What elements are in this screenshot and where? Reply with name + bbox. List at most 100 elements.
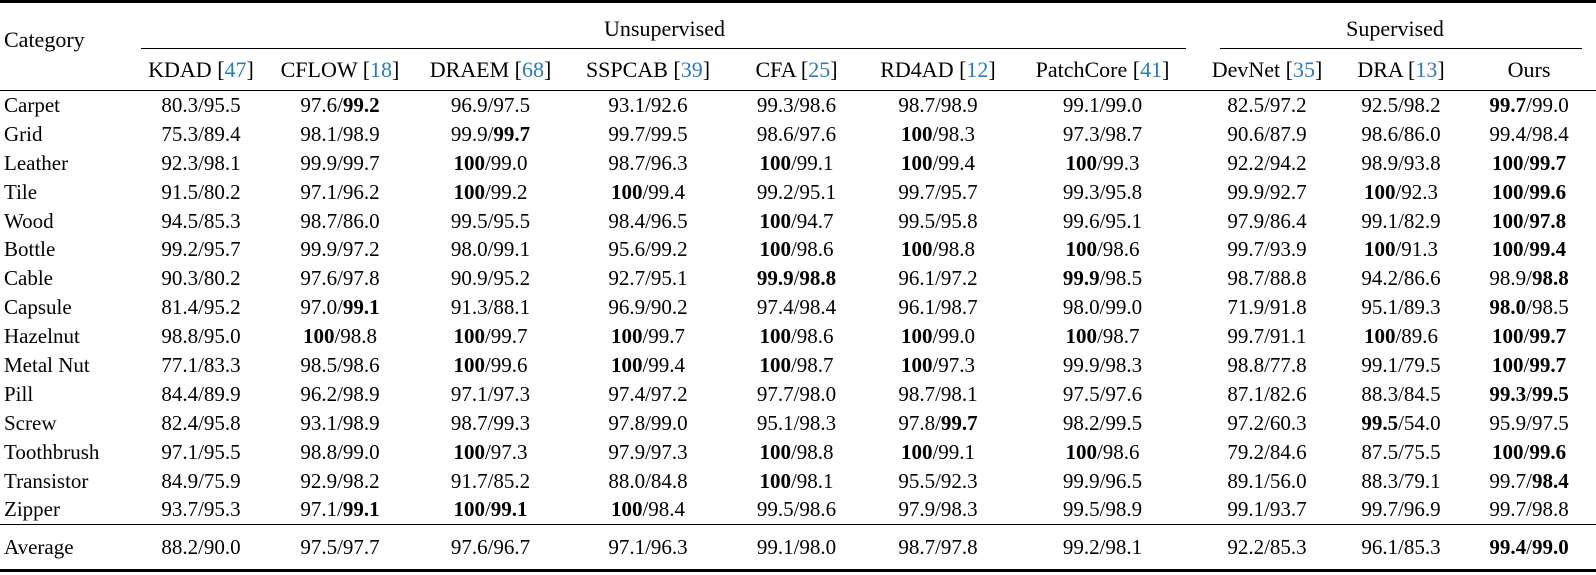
result-cell: 88.0/84.8 (608, 468, 688, 493)
table-row-transistor: Transistor 84.9/75.9 92.9/98.2 91.7/85.2 88.… (0, 467, 1596, 496)
result-cell: 98.4/96.5 (608, 208, 688, 233)
result-cell: 99.7/93.9 (1227, 237, 1307, 262)
result-cell: 100/98.7 (759, 352, 834, 377)
result-cell: 100/98.6 (759, 237, 834, 262)
result-cell: 98.0/99.0 (1062, 295, 1143, 320)
result-cell: 96.1/98.7 (898, 295, 978, 320)
result-cell: 100/97.3 (453, 439, 528, 464)
result-cell: 97.9/86.4 (1227, 208, 1307, 233)
row-category: Transistor (4, 468, 89, 493)
result-cell: 92.9/98.2 (300, 468, 380, 493)
result-cell: 97.8/99.7 (898, 410, 978, 435)
result-cell: 94.2/86.6 (1361, 266, 1441, 291)
citation-link[interactable]: 39 (680, 56, 703, 82)
citation-link[interactable]: 18 (370, 56, 393, 82)
table-row-hazelnut: Hazelnut 98.8/95.0 100/98.8 100/99.7 100/99.… (0, 322, 1596, 351)
citation-link[interactable]: 13 (1415, 56, 1438, 82)
result-cell: 97.4/97.2 (608, 381, 688, 406)
citation-link[interactable]: 47 (224, 56, 247, 82)
result-cell: 88.3/84.5 (1361, 381, 1441, 406)
result-cell: 92.2/94.2 (1227, 150, 1307, 175)
result-cell: 99.5/95.8 (898, 208, 978, 233)
table-row-grid: Grid 75.3/89.4 98.1/98.9 99.9/99.7 99.7/99.5… (0, 120, 1596, 149)
result-cell: 97.5/97.6 (1062, 381, 1143, 406)
result-cell: 100/97.8 (1491, 208, 1567, 233)
result-cell: 100/99.7 (1491, 324, 1567, 349)
result-cell: 98.2/99.5 (1062, 410, 1143, 435)
result-cell: 99.9/92.7 (1227, 179, 1307, 204)
result-cell: 98.6/97.6 (756, 121, 837, 146)
result-cell: 90.9/95.2 (450, 266, 531, 291)
result-cell: 99.5/54.0 (1361, 410, 1441, 435)
result-cell: 92.7/95.1 (608, 266, 688, 291)
result-cell: 98.5/98.6 (300, 352, 380, 377)
row-category: Zipper (4, 497, 60, 522)
result-cell: 97.4/98.4 (756, 295, 837, 320)
citation-link[interactable]: 25 (808, 56, 831, 82)
result-cell: 96.2/98.9 (300, 381, 380, 406)
result-cell: 99.4/98.4 (1489, 121, 1569, 146)
result-cell: 91.7/85.2 (450, 468, 531, 493)
result-cell: 97.8/99.0 (608, 410, 688, 435)
row-category: Toothbrush (4, 439, 100, 464)
group-header-row: Category Unsupervised Supervised (0, 1, 1596, 91)
row-category: Leather (4, 150, 69, 175)
result-cell: 100/98.6 (759, 324, 834, 349)
citation-link[interactable]: 12 (966, 56, 989, 82)
result-cell: 77.1/83.3 (161, 352, 241, 377)
result-cell: 99.2/98.1 (1011, 524, 1195, 571)
result-cell: 93.1/98.9 (300, 410, 380, 435)
result-cell: 100/99.7 (610, 324, 686, 349)
row-category: Hazelnut (4, 324, 80, 349)
result-cell: 95.5/92.3 (898, 468, 978, 493)
result-cell: 75.3/89.4 (161, 121, 241, 146)
row-category: Capsule (4, 295, 72, 320)
citation-link[interactable]: 35 (1292, 56, 1315, 82)
result-cell: 99.3/99.5 (1489, 381, 1569, 406)
result-cell: 99.7/98.8 (1489, 497, 1569, 522)
result-cell: 99.1/79.5 (1361, 352, 1441, 377)
citation-link[interactable]: 41 (1140, 56, 1163, 82)
result-cell: 82.5/97.2 (1227, 92, 1307, 117)
result-cell: 97.1/96.3 (568, 524, 728, 571)
result-cell: 99.9/98.8 (756, 266, 837, 291)
result-cell: 98.0/99.1 (450, 237, 531, 262)
result-cell: 100/99.7 (1491, 150, 1567, 175)
result-cell: 99.7/99.5 (608, 121, 688, 146)
result-cell: 99.5/98.9 (1062, 497, 1143, 522)
result-cell: 98.7/98.9 (898, 92, 978, 117)
result-cell: 99.9/97.2 (300, 237, 380, 262)
result-cell: 100/99.2 (453, 179, 528, 204)
result-cell: 98.7/88.8 (1227, 266, 1307, 291)
table-row-cable: Cable 90.3/80.2 97.6/97.8 90.9/95.2 92.7/95.… (0, 264, 1596, 293)
result-cell: 82.4/95.8 (161, 410, 241, 435)
result-cell: 100/91.3 (1363, 237, 1439, 262)
result-cell: 98.1/98.9 (300, 121, 380, 146)
result-cell: 99.7/98.4 (1489, 468, 1569, 493)
result-cell: 95.9/97.5 (1489, 410, 1569, 435)
result-cell: 96.1/85.3 (1340, 524, 1463, 571)
citation-link[interactable]: 68 (521, 56, 544, 82)
result-cell: 97.9/98.3 (898, 497, 978, 522)
result-cell: 98.9/93.8 (1361, 150, 1441, 175)
result-cell: 98.8/99.0 (300, 439, 380, 464)
cmidrule (141, 48, 1187, 49)
result-cell: 97.5/97.7 (267, 524, 413, 571)
result-cell: 94.5/85.3 (161, 208, 241, 233)
result-cell: 100/99.6 (1491, 439, 1567, 464)
table-row-toothbrush: Toothbrush 97.1/95.5 98.8/99.0 100/97.3 97.9… (0, 438, 1596, 467)
result-cell: 79.2/84.6 (1227, 439, 1307, 464)
result-cell: 92.2/85.3 (1194, 524, 1341, 571)
result-cell: 90.3/80.2 (161, 266, 241, 291)
result-cell: 98.7/98.1 (898, 381, 978, 406)
result-cell: 100/99.6 (1491, 179, 1567, 204)
result-cell: 96.1/97.2 (898, 266, 978, 291)
table-row-leather: Leather 92.3/98.1 99.9/99.7 100/99.0 98.7/96… (0, 149, 1596, 178)
column-header-dra: DRA [13] (1340, 49, 1463, 91)
row-category: Bottle (4, 237, 56, 262)
column-header-devnet: DevNet [35] (1194, 49, 1341, 91)
table-row-pill: Pill 84.4/89.9 96.2/98.9 97.1/97.3 97.4/97.2… (0, 380, 1596, 409)
result-cell: 99.3/95.8 (1062, 179, 1143, 204)
